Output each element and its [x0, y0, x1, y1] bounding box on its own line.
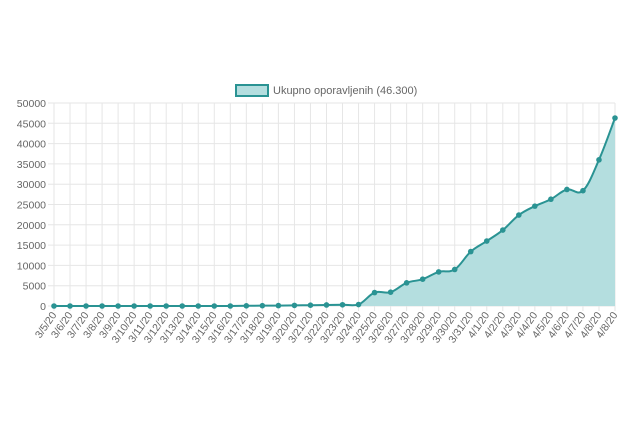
data-point[interactable]: [564, 186, 570, 193]
data-point[interactable]: [580, 187, 586, 194]
y-tick-label: 0: [40, 301, 46, 313]
data-point[interactable]: [291, 302, 298, 309]
y-tick-label: 35000: [17, 159, 46, 171]
y-tick-label: 10000: [17, 260, 46, 272]
data-point[interactable]: [147, 303, 153, 309]
data-point[interactable]: [371, 289, 378, 296]
data-point[interactable]: [51, 303, 57, 309]
legend-swatch[interactable]: [235, 84, 269, 97]
data-point[interactable]: [211, 303, 218, 309]
data-point[interactable]: [355, 301, 362, 308]
data-point[interactable]: [483, 238, 490, 244]
data-point[interactable]: [163, 303, 169, 309]
data-point[interactable]: [259, 302, 266, 309]
y-tick-label: 50000: [17, 98, 46, 110]
data-point[interactable]: [67, 303, 73, 309]
data-point[interactable]: [435, 269, 442, 275]
data-point[interactable]: [275, 302, 282, 309]
legend-label[interactable]: Ukupno oporavljenih (46.300): [273, 85, 417, 97]
data-point[interactable]: [500, 227, 506, 233]
data-point[interactable]: [83, 303, 89, 309]
data-point[interactable]: [227, 303, 234, 309]
data-point[interactable]: [419, 276, 426, 283]
y-axis-ticks: 0 5000 10000 15000 20000 25000 30000 35000 40000…: [17, 98, 46, 313]
data-point[interactable]: [323, 302, 330, 308]
data-point[interactable]: [131, 303, 137, 309]
y-tick-label: 25000: [17, 200, 46, 212]
y-tick-label: 15000: [17, 240, 46, 252]
series-area: [54, 118, 615, 306]
data-point[interactable]: [596, 157, 602, 163]
data-point[interactable]: [339, 301, 346, 308]
data-point[interactable]: [387, 289, 394, 295]
data-point[interactable]: [195, 303, 202, 309]
y-tick-label: 45000: [17, 118, 46, 130]
data-point[interactable]: [451, 266, 458, 273]
x-axis-ticks: 3/5/203/6/203/7/203/8/203/9/203/10/203/1…: [33, 310, 621, 346]
data-point[interactable]: [612, 115, 618, 121]
data-point[interactable]: [99, 303, 105, 309]
data-point[interactable]: [307, 302, 314, 308]
data-point[interactable]: [532, 203, 538, 209]
y-tick-label: 5000: [23, 281, 47, 293]
y-tick-label: 40000: [17, 139, 46, 151]
data-point[interactable]: [403, 280, 410, 286]
data-point[interactable]: [115, 303, 121, 309]
y-tick-label: 30000: [17, 179, 46, 191]
data-point[interactable]: [548, 196, 554, 203]
data-point[interactable]: [243, 302, 250, 309]
legend[interactable]: Ukupno oporavljenih (46.300): [235, 84, 417, 97]
series-points: [51, 115, 618, 309]
data-point[interactable]: [467, 248, 474, 255]
data-point[interactable]: [179, 303, 186, 309]
y-tick-label: 20000: [17, 220, 46, 232]
data-point[interactable]: [516, 212, 522, 218]
